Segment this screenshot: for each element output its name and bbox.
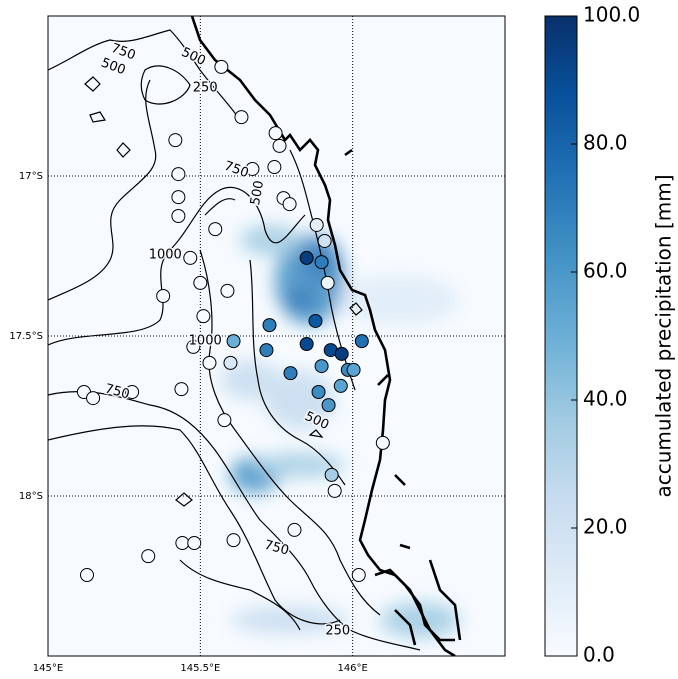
station (346, 362, 361, 377)
station (245, 161, 260, 176)
colorbar-tick-label: 80.0 (583, 131, 628, 155)
station (320, 275, 335, 290)
station (267, 160, 282, 175)
station (327, 483, 342, 498)
station (268, 126, 283, 141)
colorbar-tick-label: 0.0 (583, 643, 615, 667)
station (174, 382, 189, 397)
station (324, 467, 339, 482)
contour-label: 250 (193, 81, 218, 96)
station (125, 385, 140, 399)
x-tick-label: 146°E (337, 663, 367, 674)
colorbar-tick-label: 60.0 (583, 259, 628, 283)
contour-label: 250 (325, 624, 350, 639)
station (321, 398, 336, 413)
station (175, 536, 190, 551)
station (299, 337, 314, 351)
station (234, 110, 249, 125)
station (314, 359, 329, 374)
station (217, 413, 232, 428)
station (314, 255, 329, 270)
contour-label: 1000 (149, 248, 182, 263)
station (168, 133, 183, 148)
station (187, 536, 202, 551)
station (208, 222, 223, 237)
station (226, 334, 241, 349)
station (262, 318, 277, 333)
station (183, 250, 198, 265)
y-tick-label: 17°S (19, 171, 43, 182)
station (311, 385, 326, 399)
station (156, 289, 171, 303)
colorbar-label: accumulated precipitation [mm] (652, 174, 676, 497)
station (79, 568, 94, 583)
station (226, 533, 241, 548)
station (196, 309, 211, 324)
station (220, 283, 235, 298)
x-tick-label: 145°E (33, 663, 63, 674)
station (171, 167, 186, 182)
station (287, 522, 302, 537)
station (186, 339, 201, 354)
contour-label: 1000 (189, 334, 222, 349)
station (214, 59, 229, 74)
colorbar-tick-label: 100.0 (583, 3, 640, 27)
precipitation-field (220, 225, 460, 638)
colorbar-tick-label: 40.0 (583, 387, 628, 411)
station (283, 366, 298, 381)
station (334, 346, 349, 361)
colorbar (544, 15, 578, 657)
station (354, 334, 369, 349)
stations (76, 59, 390, 583)
station (171, 209, 186, 223)
station (272, 138, 287, 153)
station (202, 355, 217, 370)
station (309, 217, 324, 232)
contour-label: 500 (248, 179, 267, 206)
coastline (190, 16, 462, 656)
station (308, 313, 323, 328)
y-tick-label: 18°S (19, 491, 43, 502)
gridlines (47, 16, 505, 656)
station (171, 190, 186, 205)
station (351, 568, 366, 583)
station (223, 355, 238, 370)
station (282, 197, 297, 212)
station (259, 343, 274, 358)
station (333, 378, 348, 393)
contours (48, 29, 421, 651)
station (193, 275, 208, 290)
colorbar-tick-label: 20.0 (583, 515, 628, 539)
station (375, 435, 390, 450)
station (299, 250, 314, 265)
x-tick-label: 145.5°E (180, 663, 220, 674)
station (317, 233, 332, 248)
station (141, 549, 156, 564)
map-frame (47, 15, 506, 657)
y-tick-label: 17.5°S (9, 331, 43, 342)
station (86, 391, 101, 406)
